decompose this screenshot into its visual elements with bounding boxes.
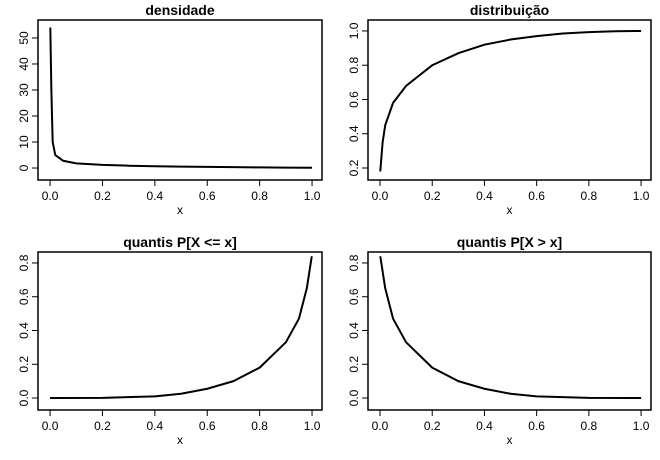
x-tick-label: 0.2 [424, 419, 441, 433]
x-tick-label: 0.2 [94, 189, 111, 203]
panel-title: densidade [145, 2, 214, 18]
x-tick-label: 1.0 [304, 189, 321, 203]
y-tick-label: 0.8 [347, 57, 361, 74]
x-tick-label: 0.4 [476, 189, 493, 203]
plot-frame [367, 19, 652, 181]
y-tick-label: 0.2 [17, 356, 31, 373]
x-tick-label: 0.8 [251, 189, 268, 203]
x-tick-label: 0.8 [581, 419, 598, 433]
y-tick-label: 40 [17, 57, 31, 71]
y-tick-label: 0.6 [17, 288, 31, 305]
y-tick-label: 0.6 [347, 288, 361, 305]
y-tick-label: 0.4 [347, 322, 361, 339]
y-tick-label: 20 [17, 109, 31, 123]
y-tick-label: 0.0 [17, 389, 31, 406]
curve [379, 256, 642, 400]
panel-title: distribuição [470, 2, 549, 18]
x-tick-label: 0.8 [581, 189, 598, 203]
x-tick-label: 0.8 [251, 419, 268, 433]
x-axis-label: x [507, 203, 513, 217]
x-axis-label: x [507, 433, 513, 447]
x-tick-label: 0.6 [528, 419, 545, 433]
y-tick-label: 1.0 [347, 22, 361, 39]
y-tick-label: 0.8 [17, 254, 31, 271]
x-tick-label: 0.6 [528, 189, 545, 203]
curve [50, 256, 313, 400]
curve [49, 27, 313, 169]
y-tick-label: 0.4 [17, 322, 31, 339]
x-tick-label: 0.6 [199, 419, 216, 433]
x-tick-label: 0.4 [476, 419, 493, 433]
x-tick-label: 1.0 [633, 419, 650, 433]
x-tick-label: 0.4 [147, 419, 164, 433]
y-tick-label: 50 [17, 31, 31, 45]
x-tick-label: 0.0 [42, 189, 59, 203]
y-tick-label: 30 [17, 83, 31, 97]
x-axis-label: x [177, 203, 183, 217]
plot-frame [37, 19, 323, 181]
panel-title: quantis P[X <= x] [123, 234, 237, 250]
x-tick-label: 0.4 [147, 189, 164, 203]
x-tick-label: 0.2 [424, 189, 441, 203]
y-tick-label: 0.6 [347, 91, 361, 108]
y-tick-label: 0.2 [347, 356, 361, 373]
y-tick-label: 10 [17, 135, 31, 149]
x-tick-label: 0.0 [372, 419, 389, 433]
x-tick-label: 0.0 [372, 189, 389, 203]
y-tick-label: 0.8 [347, 254, 361, 271]
plot-frame [37, 251, 323, 411]
x-axis-label: x [177, 433, 183, 447]
plot-frame [367, 251, 652, 411]
panel-title: quantis P[X > x] [457, 234, 562, 250]
x-tick-label: 0.6 [199, 189, 216, 203]
y-tick-label: 0.4 [347, 125, 361, 142]
x-tick-label: 0.2 [94, 419, 111, 433]
x-tick-label: 1.0 [304, 419, 321, 433]
y-tick-label: 0.2 [347, 159, 361, 176]
y-tick-label: 0.0 [347, 389, 361, 406]
x-tick-label: 0.0 [42, 419, 59, 433]
curve [379, 29, 642, 172]
x-tick-label: 1.0 [633, 189, 650, 203]
y-tick-label: 0 [17, 164, 31, 171]
